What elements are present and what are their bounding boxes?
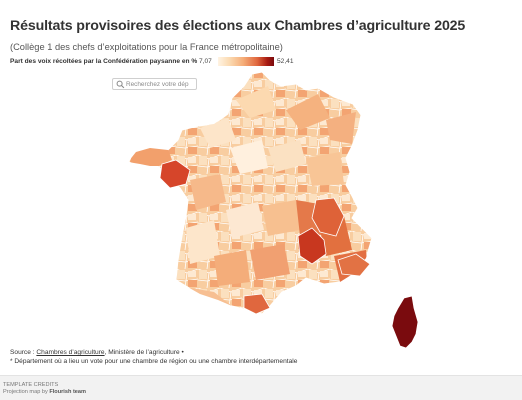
- source-prefix: Source :: [10, 349, 37, 356]
- region-pyrenees-orientales[interactable]: [243, 293, 271, 315]
- department-search[interactable]: [112, 78, 197, 90]
- credits-author-link[interactable]: Flourish team: [49, 389, 87, 395]
- page-subtitle: (Collège 1 des chefs d’exploitations pou…: [10, 42, 283, 52]
- region-loire-atlantique[interactable]: [159, 159, 191, 189]
- search-input[interactable]: [126, 79, 196, 89]
- credits-line: Projection map by Flourish team: [3, 389, 86, 396]
- legend-max-value: 52,41: [277, 58, 294, 65]
- region-drome-isere[interactable]: [311, 197, 345, 237]
- source-rest: , Ministère de l’agriculture •: [104, 349, 184, 356]
- credits-prefix: Projection map by: [3, 389, 50, 395]
- legend-label: Part des voix récoltées par la Confédéra…: [10, 58, 198, 65]
- region-lozere-gard[interactable]: [297, 227, 327, 265]
- flourish-card: Résultats provisoires des élections aux …: [0, 0, 522, 376]
- search-icon: [116, 80, 125, 89]
- source-link[interactable]: Chambres d’agriculture: [36, 349, 105, 356]
- region-corse[interactable]: [391, 295, 419, 349]
- footnote: * Département où a lieu un vote pour une…: [10, 358, 298, 365]
- legend-color-scale: [218, 57, 274, 66]
- legend-min-value: 7,07: [199, 58, 212, 65]
- template-credits: TEMPLATE CREDITS Projection map by Flour…: [3, 382, 86, 396]
- credits-heading: TEMPLATE CREDITS: [3, 382, 59, 388]
- page-title: Résultats provisoires des élections aux …: [10, 18, 466, 34]
- france-choropleth-map[interactable]: [0, 60, 522, 350]
- source-line: Source : Chambres d’agriculture, Ministè…: [10, 349, 184, 356]
- region-var[interactable]: [337, 253, 371, 277]
